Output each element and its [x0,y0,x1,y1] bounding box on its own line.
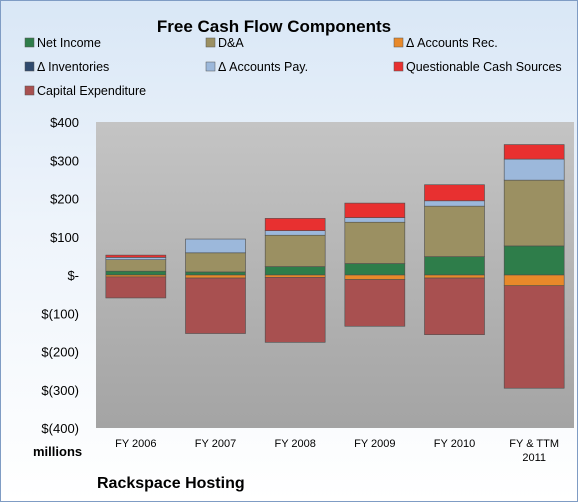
legend-label-1: D&A [218,36,244,50]
x-tick-label: FY 2006 [115,438,156,450]
y-tick-label: $(300) [41,383,79,398]
bar-segment [185,271,246,276]
bar-segment [344,217,406,223]
y-unit-label: millions [33,444,82,459]
chart-caption: Rackspace Hosting [97,475,245,492]
bar-segment [344,274,406,280]
bar-segment [264,274,326,278]
legend-label-4: Δ Accounts Pay. [218,60,308,74]
x-axis: FY 2006 FY 2007 FY 2008 FY 2009 FY 2010 FY & … [115,438,559,464]
bar-segment [424,274,485,279]
y-tick-label: $100 [50,230,79,245]
y-tick-label: $(100) [41,306,79,321]
bar-segment [424,184,485,202]
bar-segment [424,200,485,207]
y-tick-label: $400 [50,115,79,130]
y-tick-label: $200 [50,192,79,207]
bar-segment [344,202,406,218]
bars [105,144,565,389]
bar-segment [185,238,246,254]
legend: Net Income D&A Δ Accounts Rec. Δ Inventorie… [24,36,562,98]
bar-segment [264,266,326,276]
bar-segment [105,270,167,276]
legend-label-6: Capital Expenditure [37,84,146,98]
plot-area [96,122,574,428]
y-axis: $400 $300 $200 $100 $- $(100) $(200) $(300) $(40… [41,115,79,436]
bar-segment [185,274,246,279]
legend-label-5: Questionable Cash Sources [406,60,562,74]
x-tick-label: FY 2009 [354,438,395,450]
legend-swatch-5 [393,61,404,72]
x-tick-label: FY 2010 [434,438,475,450]
x-tick-label: FY 2008 [274,438,315,450]
bar-segment [344,221,406,264]
bar-segment [344,279,406,327]
y-tick-label: $(400) [41,421,79,436]
bar-segment [503,179,565,247]
legend-label-2: Δ Accounts Rec. [406,36,498,50]
bar-segment [105,259,167,272]
legend-label-0: Net Income [37,36,101,50]
legend-swatch-3 [24,61,35,72]
x-tick-label: FY 2007 [195,438,236,450]
y-tick-label: $- [67,268,79,283]
y-tick-label: $(200) [41,345,79,360]
bar-segment [185,252,246,273]
chart-title: Free Cash Flow Components [157,17,391,36]
bar-segment [264,218,326,231]
bar-segment [344,263,406,276]
bar-segment [105,276,167,299]
legend-swatch-0 [24,37,35,48]
bar-segment [424,277,485,335]
bar-segment [264,230,326,236]
legend-swatch-2 [393,37,404,48]
bar-segment [424,256,485,276]
bar-segment [503,274,565,287]
legend-label-3: Δ Inventories [37,60,109,74]
bar-segment [105,254,167,258]
bar-segment [264,276,326,343]
bar-segment [503,285,565,389]
legend-swatch-6 [24,85,35,96]
bar-segment [503,144,565,160]
bar-segment [424,205,485,257]
bar-segment [105,257,167,260]
y-tick-label: $300 [50,153,79,168]
bar-segment [185,277,246,334]
x-tick-label: FY & TTM 2011 [509,438,559,464]
bar-segment [503,245,565,276]
bar-segment [503,158,565,181]
bar-segment [264,234,326,267]
legend-swatch-1 [205,37,216,48]
legend-swatch-4 [205,61,216,72]
